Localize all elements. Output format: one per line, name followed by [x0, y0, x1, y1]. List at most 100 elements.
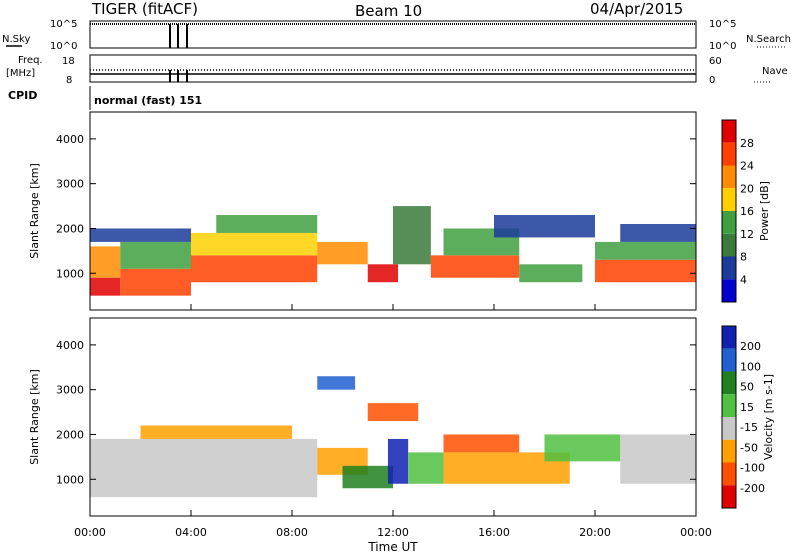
nave-tick-bottom: 0	[709, 75, 715, 86]
velocity-echo-region	[317, 376, 356, 390]
power-y-tick-label: 3000	[56, 178, 84, 191]
power-colorbar-tick-label: 28	[740, 137, 754, 150]
velocity-colorbar-tick-label: 100	[740, 360, 761, 373]
power-colorbar-swatch	[722, 211, 736, 234]
cpid-label: CPID	[8, 89, 37, 102]
velocity-colorbar-swatch	[722, 394, 736, 417]
velocity-y-tick-label: 3000	[56, 384, 84, 397]
power-echo-region	[191, 255, 318, 283]
nsearch-label: N.Search	[746, 34, 791, 45]
freq-tick-top: 18	[62, 56, 75, 67]
power-data-layer	[90, 206, 696, 296]
velocity-colorbar-swatch	[722, 417, 736, 440]
velocity-colorbar-swatch	[722, 462, 736, 486]
velocity-echo-region	[408, 452, 444, 484]
velocity-y-tick-label: 4000	[56, 339, 84, 352]
power-echo-region	[90, 228, 191, 242]
power-colorbar-tick-label: 8	[740, 251, 747, 264]
x-tick-label: 00:00	[680, 526, 712, 539]
velocity-y-tick-label: 1000	[56, 473, 84, 486]
power-colorbar-tick-label: 16	[740, 205, 754, 218]
velocity-colorbar-tick-label: -50	[740, 441, 758, 454]
power-colorbar-tick-label: 20	[740, 182, 754, 195]
power-colorbar-tick-label: 4	[740, 273, 747, 286]
radar-title: TIGER (fitACF)	[91, 0, 198, 18]
power-colorbar-frame	[721, 119, 737, 303]
nsky-tick-bottom: 10^0	[50, 41, 77, 52]
time-axis: 00:00 04:00 08:00 12:00 16:00 20:00 00:00	[74, 304, 712, 539]
nsky-tick-top: 10^5	[50, 19, 77, 30]
nave-tick-top: 60	[709, 56, 722, 67]
power-echo-region	[216, 215, 318, 233]
x-tick-label: 16:00	[478, 526, 510, 539]
velocity-colorbar-tick-label: 50	[740, 381, 754, 394]
beam-label: Beam 10	[355, 2, 422, 20]
velocity-y-axis-label: Slant Range [km]	[28, 369, 41, 465]
freq-unit: [MHz]	[6, 68, 35, 79]
velocity-echo-region	[342, 465, 393, 489]
power-colorbar-swatch	[722, 188, 736, 211]
power-y-axis-label: Slant Range [km]	[28, 163, 41, 259]
x-tick-label: 20:00	[579, 526, 611, 539]
velocity-data-layer	[90, 376, 696, 498]
power-colorbar-label: Power [dB]	[758, 181, 771, 241]
velocity-colorbar: 200 100 50 15 -15 -50 -100 -200	[721, 325, 765, 509]
power-echo-region	[90, 246, 121, 278]
power-echo-region	[519, 264, 583, 283]
power-colorbar-swatch	[722, 256, 736, 280]
velocity-colorbar-label: Velocity [m s-1]	[762, 374, 775, 460]
velocity-colorbar-swatch	[722, 371, 736, 395]
power-colorbar-swatch	[722, 165, 736, 189]
power-echo-region	[620, 223, 696, 242]
power-colorbar-tick-label: 24	[740, 160, 754, 173]
power-y-tick-label: 2000	[56, 222, 84, 235]
velocity-colorbar-swatch	[722, 348, 736, 372]
power-echo-region	[494, 215, 595, 238]
velocity-colorbar-frame	[721, 325, 737, 509]
power-colorbar-swatch	[722, 233, 736, 257]
power-echo-region	[430, 255, 520, 278]
velocity-colorbar-tick-label: -100	[740, 462, 765, 475]
velocity-echo-region	[620, 434, 696, 484]
power-echo-region	[367, 264, 399, 283]
power-colorbar: 28 24 20 16 12 8 4	[721, 119, 754, 303]
power-echo-region	[317, 241, 368, 265]
velocity-echo-region	[443, 434, 520, 453]
power-echo-region	[120, 241, 191, 269]
freq-tick-bottom: 8	[66, 75, 72, 86]
power-y-tick-label: 4000	[56, 133, 84, 146]
velocity-echo-region	[387, 438, 409, 484]
velocity-echo-region	[90, 438, 318, 498]
velocity-colorbar-tick-label: 15	[740, 401, 754, 414]
nsearch-tick-top: 10^5	[709, 19, 736, 30]
x-tick-label: 00:00	[74, 526, 106, 539]
power-echo-region	[393, 206, 431, 265]
power-echo-region	[120, 268, 191, 296]
velocity-colorbar-swatch	[722, 439, 736, 463]
power-colorbar-swatch	[722, 142, 736, 166]
nsky-panel	[89, 20, 697, 49]
velocity-y-axis: 1000 2000 3000 4000	[56, 339, 696, 486]
freq-panel	[89, 54, 697, 83]
power-echo-region	[191, 232, 318, 256]
freq-label: Freq.	[18, 55, 43, 66]
nave-label: Nave	[762, 66, 788, 77]
cpid-text: normal (fast) 151	[94, 94, 202, 107]
x-tick-label: 08:00	[276, 526, 308, 539]
x-tick-label: 04:00	[175, 526, 207, 539]
x-tick-label: 12:00	[377, 526, 409, 539]
power-y-axis: 1000 2000 3000 4000	[56, 133, 696, 280]
nsearch-tick-bottom: 10^0	[709, 41, 736, 52]
velocity-colorbar-swatch	[722, 326, 736, 349]
power-echo-region	[595, 259, 696, 283]
power-y-tick-label: 1000	[56, 267, 84, 280]
velocity-colorbar-tick-label: -15	[740, 421, 758, 434]
power-colorbar-tick-label: 12	[740, 228, 754, 241]
velocity-echo-region	[140, 425, 292, 439]
velocity-y-tick-label: 2000	[56, 428, 84, 441]
velocity-colorbar-swatch	[722, 485, 736, 508]
power-echo-region	[595, 241, 696, 260]
nsky-label: N.Sky	[2, 34, 30, 45]
x-axis-label: Time UT	[367, 540, 418, 554]
